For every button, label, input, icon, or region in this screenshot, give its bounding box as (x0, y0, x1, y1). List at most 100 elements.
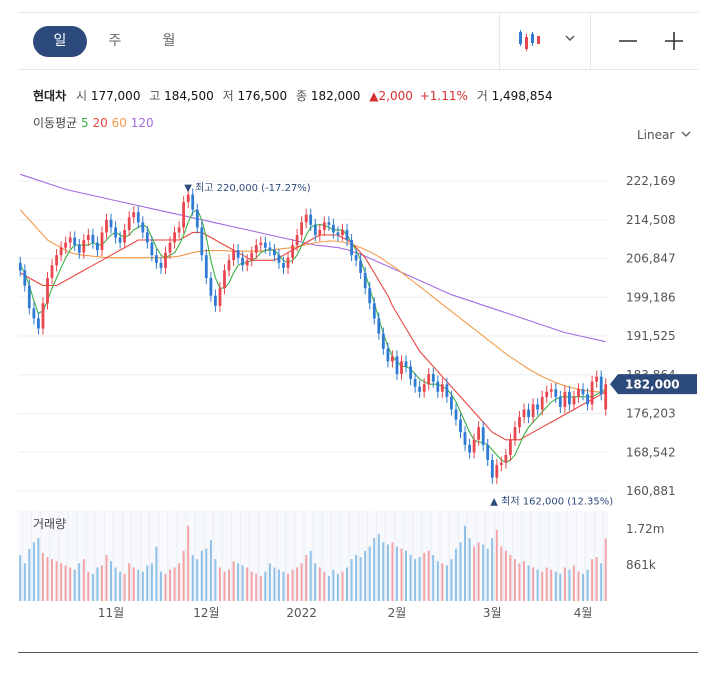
low-label: 저 (222, 89, 234, 103)
candle-body (200, 227, 204, 256)
volume-bar (441, 563, 444, 601)
candle-body (177, 227, 181, 233)
high-price: 184,500 (164, 89, 214, 103)
candle-body (327, 222, 331, 225)
volume-bar (150, 563, 153, 601)
price-change-pct: +1.11% (419, 89, 468, 103)
candle-body (282, 262, 285, 268)
candle-body (59, 247, 63, 256)
candle-body (381, 333, 385, 349)
candle-body (549, 389, 553, 392)
price-tick-label: 160,881 (626, 484, 676, 498)
volume-bar (32, 542, 35, 601)
low-price: 176,500 (237, 89, 288, 103)
candle-body (595, 376, 598, 382)
candle-body (50, 265, 54, 278)
scale-selector[interactable]: Linear (637, 128, 692, 142)
volume-bar (495, 529, 498, 601)
candle-body (91, 235, 95, 243)
candle-body (604, 384, 608, 410)
candle-body (173, 232, 176, 243)
candle-body (295, 235, 299, 246)
volume-bar (128, 563, 131, 601)
candlestick-icon (519, 30, 540, 51)
volume-bar (200, 550, 203, 601)
candle-body (440, 384, 444, 392)
tab-weekly[interactable]: 주 (108, 33, 122, 49)
chevron-down-icon[interactable] (563, 13, 577, 69)
volume-bar (232, 561, 235, 601)
candle-body (490, 460, 494, 478)
volume-bar (550, 569, 553, 601)
candle-body (577, 389, 580, 397)
candle-body (136, 212, 140, 223)
candle-body (109, 219, 113, 228)
candle-body (159, 262, 163, 268)
candle-body (68, 237, 72, 243)
volume-bar (169, 569, 171, 601)
volume-bar (60, 563, 63, 601)
candle-body (191, 194, 195, 210)
candle-body (23, 270, 27, 286)
volume-bar (205, 548, 208, 601)
date-tick-label: 4월 (574, 606, 593, 620)
volume-bar (582, 573, 584, 601)
zoom-in-button[interactable] (659, 13, 689, 69)
price-annotations: ▼ 최고 220,000 (-17.27%) ▲ 최저 162,000 (12.3… (184, 182, 613, 507)
candle-body (504, 455, 508, 463)
price-tick-label: 176,203 (626, 407, 676, 421)
volume-bar (309, 550, 312, 601)
volume-bar (532, 567, 535, 601)
plus-icon (665, 32, 683, 50)
volume-bar (386, 544, 389, 601)
volume-bar (110, 561, 112, 601)
volume-bar (427, 550, 430, 601)
candle-body (41, 303, 45, 329)
candle-body (495, 465, 499, 478)
volume-bar (305, 555, 308, 601)
candle-body (204, 255, 208, 278)
volume-bar (482, 544, 485, 601)
candle-body (318, 229, 322, 235)
volume-bar (214, 559, 217, 601)
volume-bar (187, 525, 190, 601)
volume-bar (323, 571, 326, 601)
candle-body (363, 272, 367, 289)
candle-body (145, 232, 149, 243)
candle-body (291, 245, 294, 258)
volume-bar (432, 555, 435, 601)
candle-body (445, 384, 449, 397)
minus-icon (619, 40, 637, 42)
volume-bar (209, 540, 212, 601)
tab-daily[interactable]: 일 (33, 26, 87, 57)
candle-body (572, 396, 576, 405)
candle-body (322, 222, 326, 230)
volume-bar (96, 567, 99, 601)
volume-bar (450, 559, 453, 601)
volume-bar (545, 567, 548, 601)
candle-body (55, 255, 58, 266)
volume-bar (119, 571, 122, 601)
chart-type-selector[interactable] (513, 13, 583, 69)
current-price-marker (610, 374, 697, 395)
candle-body (590, 381, 594, 405)
chevron-down-icon (681, 131, 691, 137)
candle-body (286, 257, 290, 268)
ma120-label: 120 (130, 116, 154, 130)
tab-monthly[interactable]: 월 (162, 33, 176, 49)
candle-body (431, 374, 435, 382)
candle-body (454, 409, 458, 420)
price-tick-label: 199,186 (626, 290, 676, 304)
volume-bar (228, 569, 230, 601)
candle-body (236, 250, 240, 258)
stock-name: 현대차 (33, 89, 67, 103)
ma120-line (20, 173, 606, 343)
date-tick-label: 2월 (388, 606, 407, 620)
candle-body (127, 217, 131, 230)
zoom-out-button[interactable] (613, 13, 643, 69)
candle-body (277, 255, 281, 263)
volume-bar (164, 573, 167, 601)
volume-bar (146, 565, 149, 601)
volume-bar (277, 569, 280, 601)
